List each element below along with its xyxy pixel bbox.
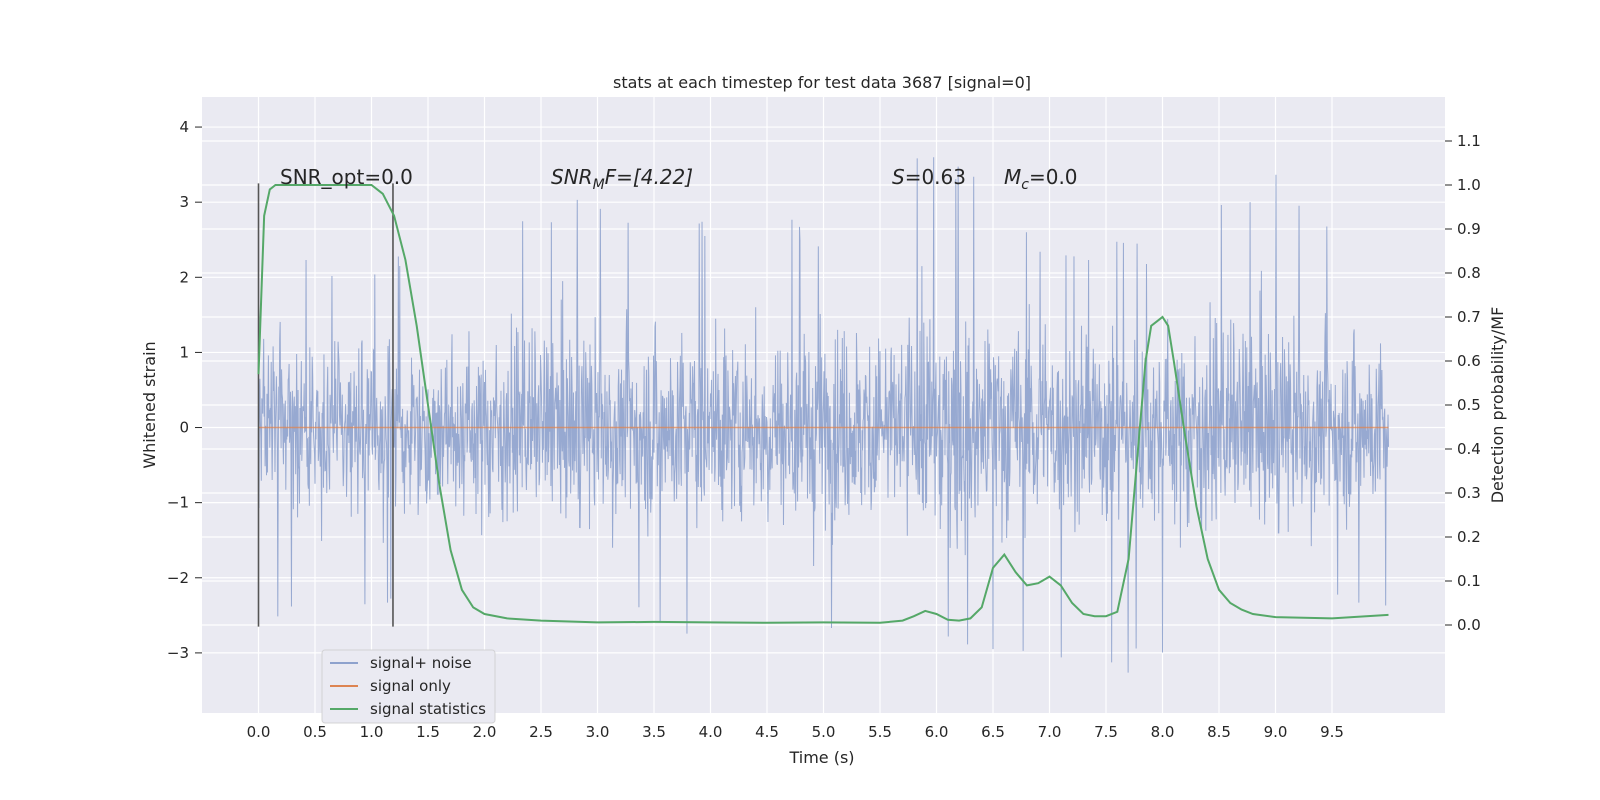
y-tick-label-left: 1 <box>179 343 189 361</box>
x-tick-label: 2.0 <box>473 723 497 741</box>
x-tick-label: 1.0 <box>360 723 384 741</box>
y-tick-label-left: −3 <box>167 644 189 662</box>
annotation-mc-symbol: M <box>1004 165 1021 189</box>
y-tick-label-left: −1 <box>167 494 189 512</box>
x-tick-label: 1.5 <box>416 723 440 741</box>
vertical-markers <box>257 183 394 627</box>
y-tick-label-right: 1.1 <box>1457 132 1481 150</box>
grid-lines <box>202 97 1445 713</box>
annotation-mc-value: =0.0 <box>1029 165 1078 189</box>
y-axis-right-ticks: 0.0 0.1 0.2 0.3 0.4 0.5 0.6 0.7 0.8 0.9 1.0 1.1 <box>1445 132 1481 634</box>
x-tick-label: 6.5 <box>981 723 1005 741</box>
legend-label-signal-statistics: signal statistics <box>370 700 486 718</box>
y-tick-label-left: 2 <box>179 268 189 286</box>
annotation-s-symbol: S <box>892 165 905 189</box>
legend-label-signal-only: signal only <box>370 677 451 695</box>
x-tick-label: 6.0 <box>925 723 949 741</box>
signal-statistics-line <box>257 184 1389 624</box>
y-tick-label-right: 0.8 <box>1457 264 1481 282</box>
annotations: SNR_opt=0.0 SNRMF=[4.22] S=0.63 Mc=0.0 <box>280 165 1078 193</box>
x-tick-label: 3.0 <box>586 723 610 741</box>
annotation-snr-opt: SNR_opt=0.0 <box>280 165 413 189</box>
x-axis-ticks: 0.0 0.5 1.0 1.5 2.0 2.5 3.0 3.5 4.0 4.5 5.0 5.5 6.0 6… <box>247 723 1344 741</box>
y-axis-left-ticks: −3 −2 −1 0 1 2 3 4 <box>167 118 202 662</box>
y-tick-label-right: 0.7 <box>1457 308 1481 326</box>
legend-label-signal-noise: signal+ noise <box>370 654 472 672</box>
y-tick-label-left: 0 <box>179 419 189 437</box>
x-tick-label: 7.5 <box>1094 723 1118 741</box>
y-axis-left-label: Whitened strain <box>140 341 159 468</box>
x-tick-label: 5.0 <box>812 723 836 741</box>
y-tick-label-left: 4 <box>179 118 189 136</box>
x-tick-label: 7.0 <box>1038 723 1062 741</box>
x-tick-label: 9.5 <box>1320 723 1344 741</box>
y-tick-label-right: 0.0 <box>1457 616 1481 634</box>
y-tick-label-right: 0.4 <box>1457 440 1481 458</box>
annotation-s-value: =0.63 <box>905 165 966 189</box>
annotation-snr-mf-f: F=[4.22] <box>605 165 693 189</box>
y-tick-label-right: 0.1 <box>1457 572 1481 590</box>
y-tick-label-left: 3 <box>179 193 189 211</box>
x-tick-label: 8.5 <box>1207 723 1231 741</box>
x-tick-label: 4.0 <box>699 723 723 741</box>
x-tick-label: 5.5 <box>868 723 892 741</box>
annotation-snr-mf-symbol: SNR <box>551 165 593 189</box>
x-tick-label: 9.0 <box>1264 723 1288 741</box>
legend-box <box>321 649 496 724</box>
signal-statistics-series <box>257 184 1389 624</box>
annotation-snr-mf: SNRMF=[4.22] <box>551 165 693 193</box>
y-tick-label-right: 0.3 <box>1457 484 1481 502</box>
chart-title: stats at each timestep for test data 368… <box>613 73 1031 92</box>
y-tick-label-right: 1.0 <box>1457 176 1481 194</box>
x-tick-label: 0.0 <box>247 723 271 741</box>
annotation-mc: Mc=0.0 <box>1004 165 1078 193</box>
x-axis-label: Time (s) <box>788 748 854 767</box>
x-tick-label: 4.5 <box>755 723 779 741</box>
x-tick-label: 3.5 <box>642 723 666 741</box>
annotation-mc-subscript: c <box>1021 177 1029 193</box>
annotation-snr-mf-subscript: M <box>593 177 605 193</box>
y-tick-label-right: 0.9 <box>1457 220 1481 238</box>
x-tick-label: 2.5 <box>529 723 553 741</box>
x-tick-label: 0.5 <box>303 723 327 741</box>
y-tick-label-right: 0.2 <box>1457 528 1481 546</box>
signal-noise-series <box>258 157 1389 673</box>
signal-noise-line <box>258 157 1389 673</box>
y-tick-label-right: 0.5 <box>1457 396 1481 414</box>
y-tick-label-left: −2 <box>167 569 189 587</box>
annotation-s: S=0.63 <box>892 165 966 189</box>
y-tick-label-right: 0.6 <box>1457 352 1481 370</box>
legend: signal+ noise signal only signal statist… <box>321 649 496 724</box>
y-axis-right-label: Detection probability/MF <box>1488 307 1507 504</box>
x-tick-label: 8.0 <box>1151 723 1175 741</box>
